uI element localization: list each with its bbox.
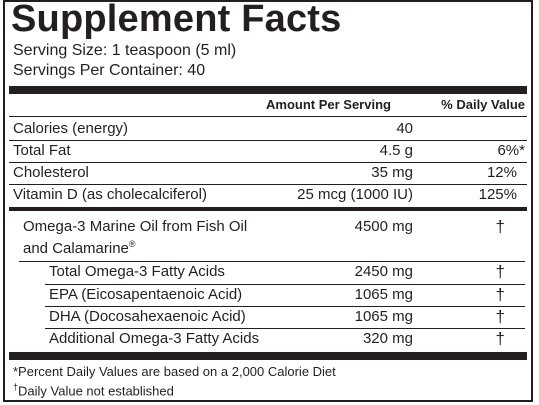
row-vitamin-d-dv: 125% xyxy=(478,186,517,203)
panel-title: Supplement Facts xyxy=(11,0,342,40)
row-dha-name: DHA (Docosahexaenoic Acid) xyxy=(49,308,246,325)
row-total-fat-dv: 6%* xyxy=(497,142,525,159)
footnote-percent-dv: *Percent Daily Values are based on a 2,0… xyxy=(13,364,336,379)
row-divider xyxy=(9,184,527,185)
row-divider xyxy=(9,162,527,163)
row-omega-name-line2: and Calamarine® xyxy=(23,239,136,257)
row-divider xyxy=(45,284,525,285)
row-additional-omega3-name: Additional Omega-3 Fatty Acids xyxy=(49,330,260,347)
row-epa-name: EPA (Eicosapentaenoic Acid) xyxy=(49,286,243,303)
row-calories-name: Calories (energy) xyxy=(13,120,129,137)
row-cholesterol-name: Cholesterol xyxy=(13,164,89,181)
row-omega-dv: † xyxy=(495,217,505,236)
serving-size: Serving Size: 1 teaspoon (5 ml) xyxy=(13,42,237,59)
dagger-mark: † xyxy=(13,382,19,392)
thick-divider xyxy=(9,86,527,94)
row-epa-dv: † xyxy=(495,285,505,304)
row-calories-amount: 40 xyxy=(396,120,413,137)
row-omega-amount: 4500 mg xyxy=(354,218,413,235)
header-divider xyxy=(9,116,527,117)
registered-mark: ® xyxy=(128,239,136,249)
row-omega-name-line1: Omega-3 Marine Oil from Fish Oil xyxy=(23,218,248,235)
thick-divider xyxy=(9,352,527,360)
row-divider xyxy=(19,261,525,262)
servings-per-container: Servings Per Container: 40 xyxy=(13,62,206,79)
footnote-dagger-text: Daily Value not established xyxy=(18,383,174,399)
supplement-facts-panel: Supplement Facts Serving Size: 1 teaspoo… xyxy=(3,0,533,402)
row-total-omega3-name: Total Omega-3 Fatty Acids xyxy=(49,263,225,280)
header-daily-value: % Daily Value xyxy=(441,97,525,112)
row-divider xyxy=(45,328,525,329)
row-additional-omega3-dv: † xyxy=(495,329,505,348)
row-total-omega3-amount: 2450 mg xyxy=(354,263,413,280)
header-amount: Amount Per Serving xyxy=(266,97,391,112)
row-dha-amount: 1065 mg xyxy=(354,308,413,325)
row-additional-omega3-amount: 320 mg xyxy=(362,330,413,347)
row-cholesterol-amount: 35 mg xyxy=(371,164,413,181)
footnote-dagger: †Daily Value not established xyxy=(13,382,174,398)
row-divider xyxy=(9,140,527,141)
row-dha-dv: † xyxy=(495,307,505,326)
medium-divider xyxy=(9,207,527,211)
row-total-fat-name: Total Fat xyxy=(13,142,71,159)
row-omega-name-line2-text: and Calamarine xyxy=(23,240,129,257)
row-cholesterol-dv: 12% xyxy=(486,164,517,181)
row-total-omega3-dv: † xyxy=(495,262,505,281)
row-epa-amount: 1065 mg xyxy=(354,286,413,303)
row-vitamin-d-amount: 25 mcg (1000 IU) xyxy=(297,186,413,203)
row-vitamin-d-name: Vitamin D (as cholecalciferol) xyxy=(13,186,207,203)
row-divider xyxy=(45,306,525,307)
row-total-fat-amount: 4.5 g xyxy=(379,142,413,159)
